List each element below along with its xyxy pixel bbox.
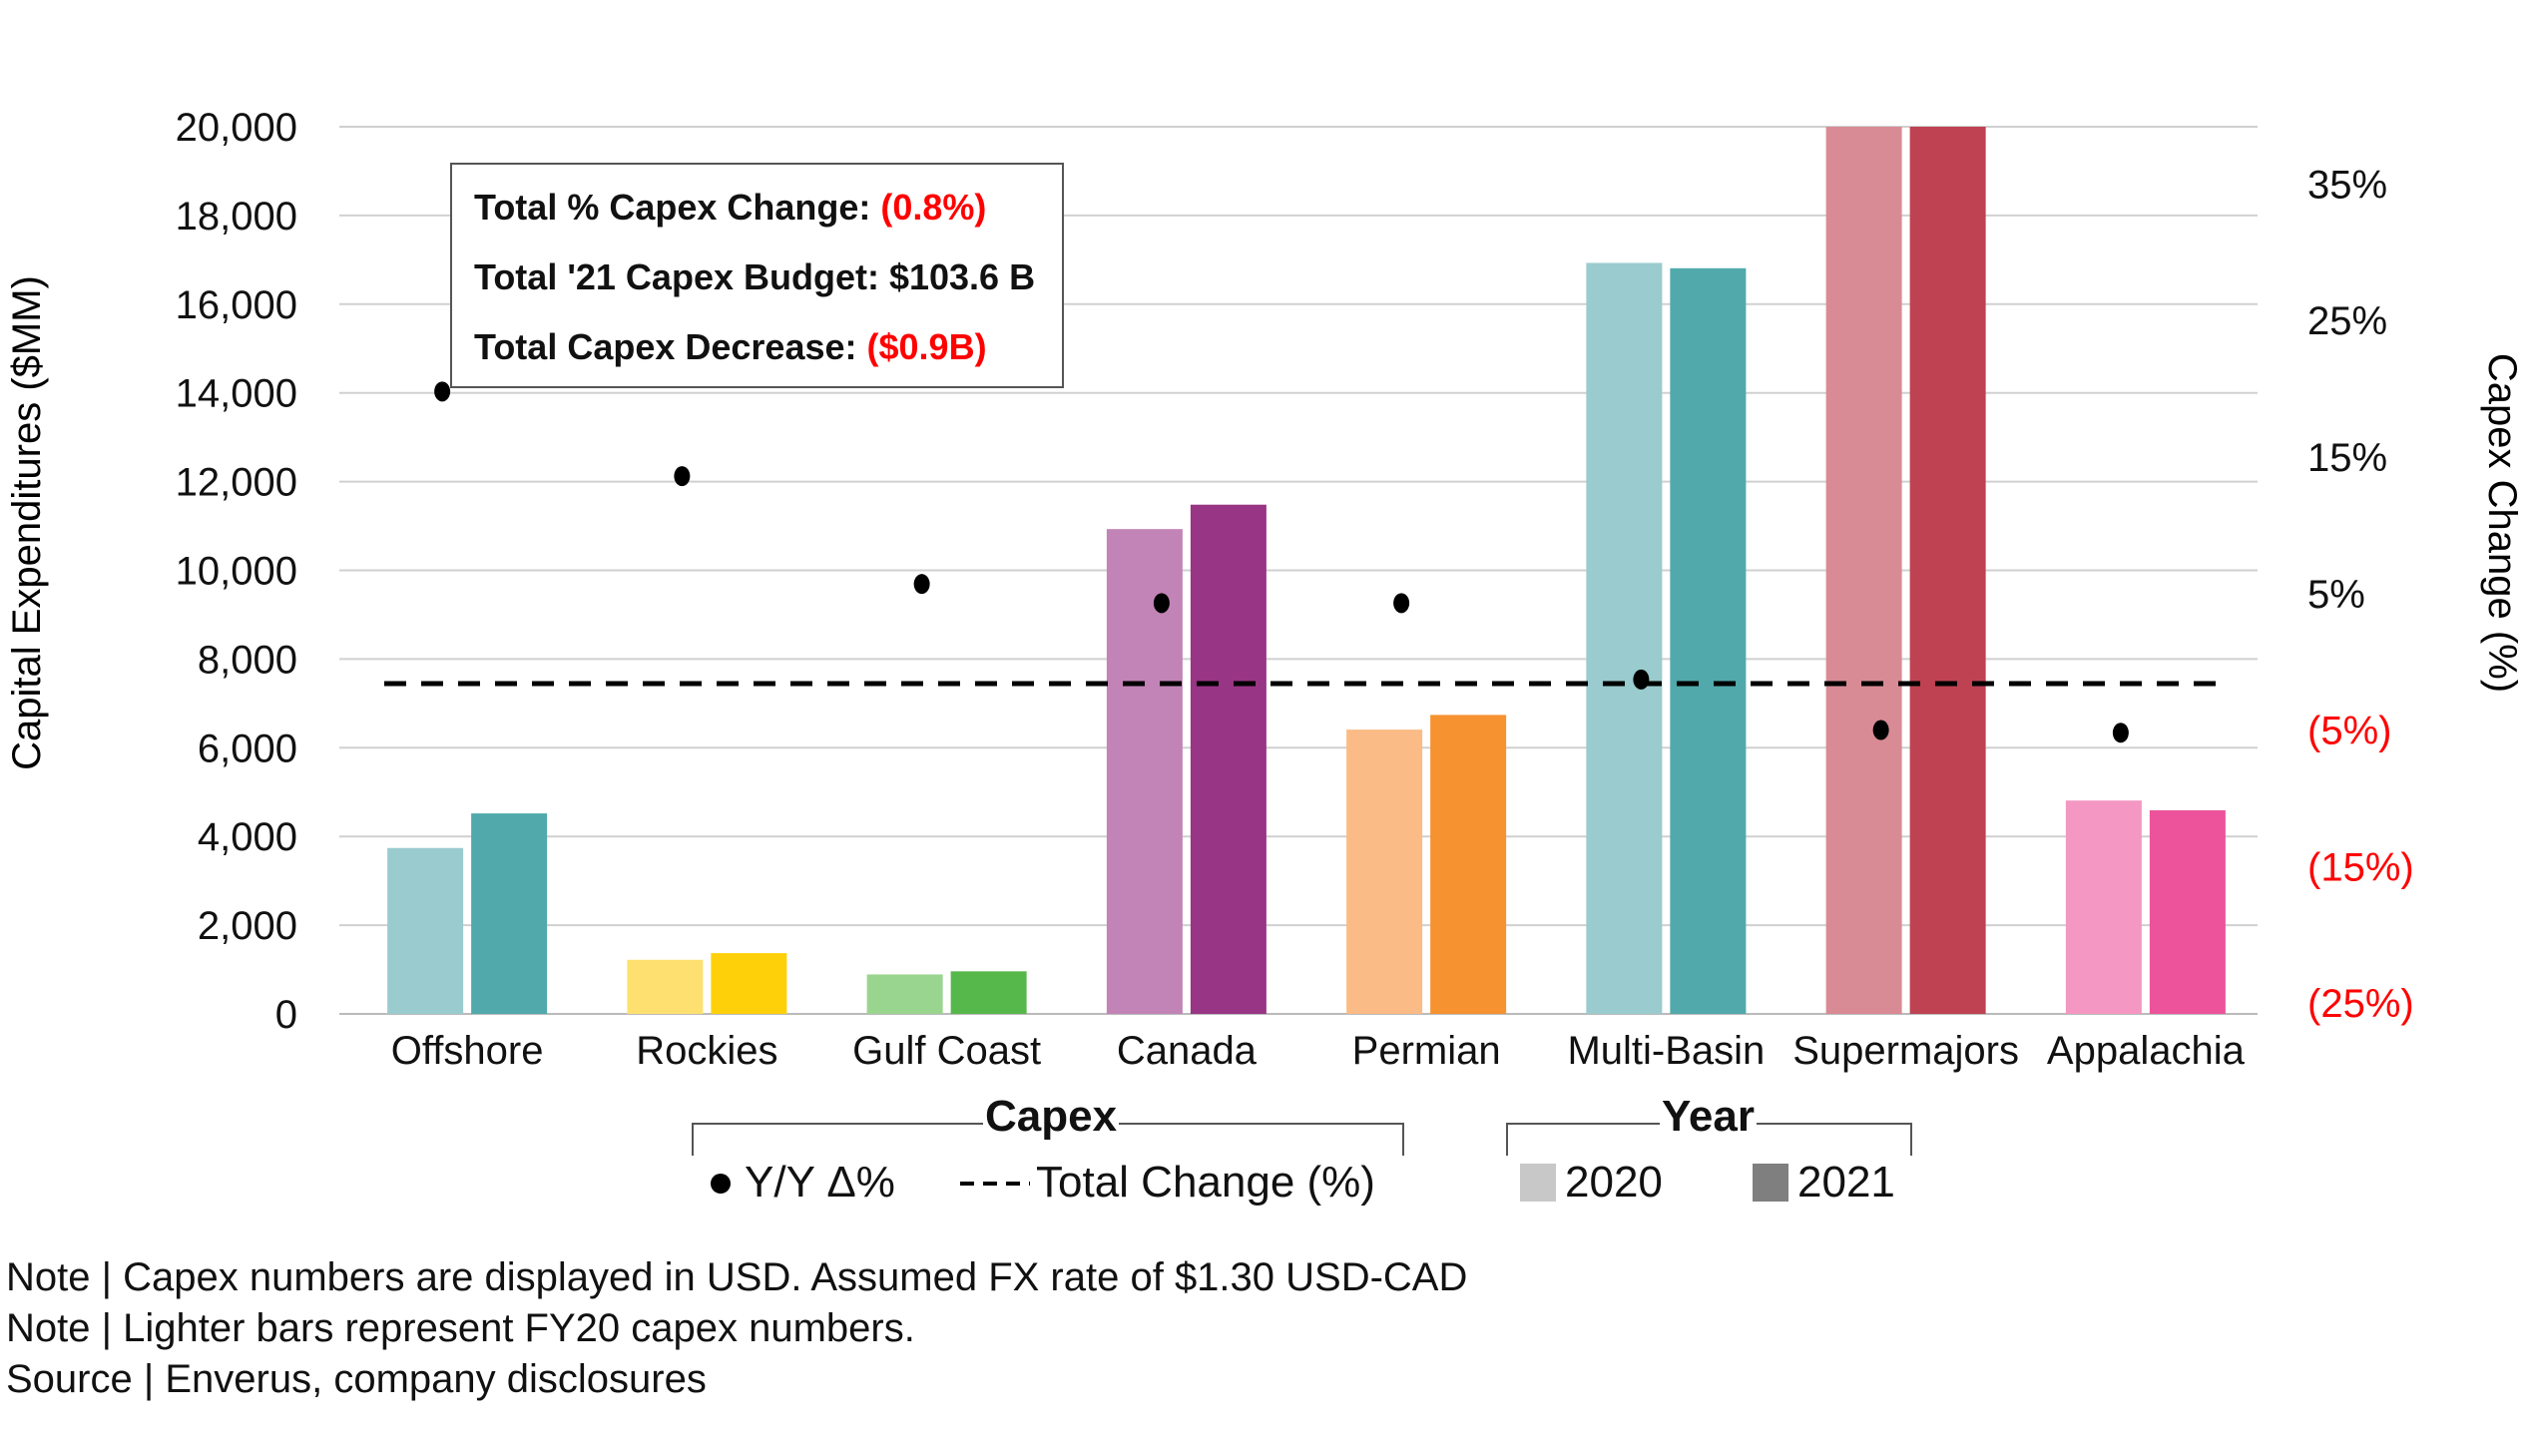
bars <box>387 127 2226 1014</box>
bar-2021 <box>950 971 1027 1014</box>
bar-2021 <box>1909 127 1986 1014</box>
category-label: Rockies <box>636 1029 777 1073</box>
y2-tick-label: 5% <box>2307 573 2365 617</box>
total-decrease: Total Capex Decrease: ($0.9B) <box>474 326 987 367</box>
y-tick-label: 0 <box>275 993 297 1037</box>
bar-2020 <box>1586 262 1663 1014</box>
y2-tick-label: 15% <box>2307 436 2387 480</box>
y2-tick-label: (5%) <box>2307 710 2391 753</box>
legend-yy-label: Y/Y Δ% <box>745 1158 895 1207</box>
total-pct-change-value: (0.8%) <box>880 187 987 228</box>
bar-2020 <box>627 959 704 1014</box>
bar-2020 <box>866 974 943 1014</box>
note-lighter-bars: Note | Lighter bars represent FY20 capex… <box>6 1306 915 1350</box>
y-tick-label: 2,000 <box>198 904 297 948</box>
y-tick-label: 20,000 <box>176 106 297 150</box>
legend-2020-label: 2020 <box>1565 1158 1663 1207</box>
yy-dots <box>434 381 2129 743</box>
right-axis-ticks: 35% 25% 15% 5% (5%) (15%) (25%) <box>2307 163 2414 1026</box>
left-axis-ticks: 0 2,000 4,000 6,000 8,000 10,000 12,000 14,000 1… <box>176 106 297 1037</box>
yy-dot <box>1872 720 1889 740</box>
legend-year-title: Year <box>1660 1092 1757 1142</box>
y-tick-label: 10,000 <box>176 550 297 594</box>
total-budget: Total '21 Capex Budget: $103.6 B <box>474 256 1036 297</box>
yy-dot <box>1393 593 1410 614</box>
y-tick-label: 4,000 <box>198 815 297 859</box>
y-tick-label: 16,000 <box>176 283 297 327</box>
bar-2021 <box>1430 715 1507 1014</box>
category-label: Gulf Coast <box>852 1029 1041 1073</box>
y-axis-label: Capital Expenditures ($MM) <box>5 275 49 770</box>
legend-2021-swatch <box>1753 1164 1788 1202</box>
total-decrease-value: ($0.9B) <box>866 326 987 367</box>
category-label: Permian <box>1352 1029 1501 1073</box>
bar-2020 <box>2065 800 2142 1014</box>
y-tick-label: 6,000 <box>198 727 297 770</box>
y2-tick-label: 25% <box>2307 299 2387 343</box>
category-label: Offshore <box>391 1029 544 1073</box>
yy-dot <box>674 466 691 487</box>
y2-tick-label: (25%) <box>2307 982 2414 1026</box>
yy-dot <box>1153 593 1170 614</box>
category-label: Supermajors <box>1792 1029 2019 1073</box>
yy-dot <box>434 381 451 402</box>
category-labels: Offshore Rockies Gulf Coast Canada Permian Mu… <box>391 1029 2246 1073</box>
y-tick-label: 18,000 <box>176 195 297 239</box>
yy-dot <box>2112 723 2129 743</box>
legend-total-label: Total Change (%) <box>1036 1158 1375 1207</box>
note-source: Source | Enverus, company disclosures <box>6 1357 707 1401</box>
total-pct-change: Total % Capex Change: (0.8%) <box>474 187 987 228</box>
yy-dot <box>913 574 930 595</box>
y-tick-label: 8,000 <box>198 638 297 682</box>
category-label: Multi-Basin <box>1567 1029 1765 1073</box>
note-fx: Note | Capex numbers are displayed in US… <box>6 1255 1468 1299</box>
y-tick-label: 14,000 <box>176 372 297 416</box>
legend-capex-title: Capex <box>983 1092 1120 1142</box>
bar-2020 <box>387 847 464 1014</box>
legend-dot-icon <box>711 1174 731 1194</box>
bar-2021 <box>711 953 787 1014</box>
category-label: Appalachia <box>2047 1029 2246 1073</box>
y2-axis-label: Capex Change (%) <box>2480 353 2524 693</box>
bar-2020 <box>1106 529 1183 1014</box>
bar-2021 <box>2149 809 2226 1014</box>
bar-2021 <box>471 813 548 1014</box>
legend-2020-swatch <box>1520 1164 1556 1202</box>
bar-2021 <box>1670 267 1747 1014</box>
y-tick-label: 12,000 <box>176 461 297 505</box>
category-label: Canada <box>1117 1029 1258 1073</box>
y2-tick-label: 35% <box>2307 163 2387 207</box>
summary-box: Total % Capex Change: (0.8%) Total '21 C… <box>450 163 1064 388</box>
bar-2020 <box>1825 127 1902 1014</box>
legend-2021-label: 2021 <box>1797 1158 1895 1207</box>
y2-tick-label: (15%) <box>2307 845 2414 889</box>
bar-2021 <box>1190 504 1267 1014</box>
yy-dot <box>1633 669 1650 690</box>
bar-2020 <box>1346 729 1423 1014</box>
